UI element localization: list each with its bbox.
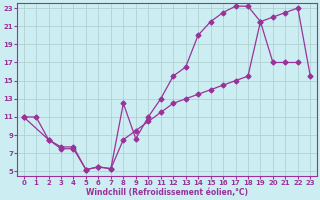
X-axis label: Windchill (Refroidissement éolien,°C): Windchill (Refroidissement éolien,°C) bbox=[86, 188, 248, 197]
